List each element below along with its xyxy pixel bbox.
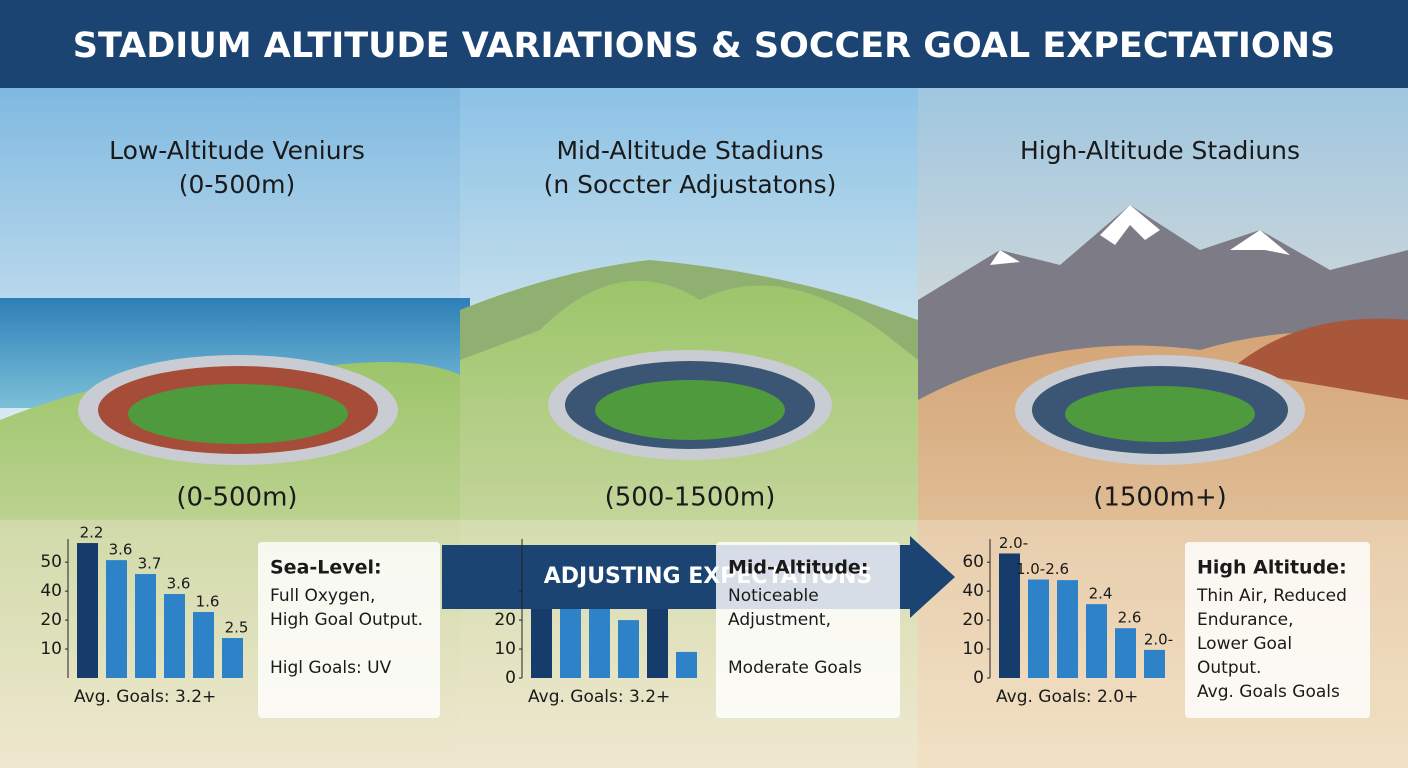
note-title: Mid-Altitude:	[728, 557, 868, 579]
note-line: Adjustment,	[728, 610, 831, 630]
bar	[1115, 628, 1136, 678]
bar-annotation: 2.6	[1118, 609, 1142, 627]
bar	[647, 600, 668, 678]
y-tick-label: 50	[40, 552, 62, 572]
bar-annotation: 2.2	[80, 524, 104, 542]
note-title: High Altitude:	[1197, 557, 1347, 579]
panel-heading: Low-Altitude Veniurs	[109, 136, 365, 165]
bar	[1028, 579, 1049, 678]
page-title: STADIUM ALTITUDE VARIATIONS & SOCCER GOA…	[73, 26, 1335, 66]
note-box	[1185, 542, 1370, 718]
y-tick-label: 20	[962, 610, 984, 630]
bar	[618, 620, 639, 678]
bar-annotation: 3.6	[109, 541, 133, 559]
x-axis-label: Avg. Goals: 3.2+	[74, 687, 216, 707]
x-axis-label: Avg. Goals: 3.2+	[528, 687, 670, 707]
bar-annotation: 2.4	[1089, 585, 1113, 603]
bar	[676, 651, 697, 678]
bar	[1144, 649, 1165, 678]
y-tick-label: 10	[494, 639, 516, 659]
y-tick-label: 20	[40, 610, 62, 630]
bar	[999, 553, 1020, 678]
bar	[135, 574, 156, 678]
bar	[106, 560, 127, 678]
note-line: High Goal Output.	[270, 610, 423, 630]
bar-annotation: 1.6	[196, 592, 220, 610]
bar-annotation: 2.0-	[1144, 630, 1173, 648]
y-tick-label: 20	[494, 610, 516, 630]
note-line: Full Oxygen,	[270, 586, 375, 606]
altitude-label: (0-500m)	[176, 483, 297, 513]
altitude-label: (500-1500m)	[605, 483, 776, 513]
bar-annotation: 3.7	[138, 555, 162, 573]
bar	[193, 611, 214, 678]
bar-annotation: 2.0-	[999, 534, 1028, 552]
altitude-label: (1500m+)	[1093, 483, 1227, 513]
panel-heading: Mid-Altitude Stadiuns	[556, 136, 823, 165]
bar	[560, 595, 581, 678]
note-box	[258, 542, 440, 718]
bar	[1086, 604, 1107, 678]
note-line: Noticeable	[728, 586, 819, 606]
note-line: Higl Goals: UV	[270, 658, 392, 678]
note-line: Endurance,	[1197, 610, 1293, 630]
note-line: Output.	[1197, 658, 1261, 678]
note-line: Lower Goal	[1197, 634, 1292, 654]
y-tick-label: 0	[973, 668, 984, 688]
panel-heading: (0-500m)	[179, 170, 296, 199]
note-line: Thin Air, Reduced	[1196, 586, 1347, 606]
x-axis-label: Avg. Goals: 2.0+	[996, 687, 1138, 707]
y-tick-label: 40	[40, 581, 62, 601]
y-tick-label: 60	[962, 552, 984, 572]
note-box	[716, 542, 900, 718]
bar	[1057, 580, 1078, 678]
header-bar	[0, 0, 1408, 88]
y-tick-label: 10	[962, 639, 984, 659]
bar	[222, 638, 243, 678]
y-tick-label: 40	[962, 581, 984, 601]
note-line: Moderate Goals	[728, 658, 862, 678]
bar	[77, 543, 98, 678]
bar	[589, 606, 610, 678]
note-line: Avg. Goals Goals	[1197, 682, 1340, 702]
note-title: Sea-Level:	[270, 557, 382, 579]
panel-heading: (n Soccter Adjustatons)	[544, 170, 837, 199]
panel-heading: High-Altitude Stadiuns	[1020, 136, 1300, 165]
bar-annotation: 2.5	[225, 619, 249, 637]
bar-annotation: 1.0-2.6	[1016, 560, 1069, 578]
y-tick-label: 10	[40, 639, 62, 659]
bar	[164, 594, 185, 678]
bar-annotation: 3.6	[167, 575, 191, 593]
y-tick-label: 0	[505, 668, 516, 688]
